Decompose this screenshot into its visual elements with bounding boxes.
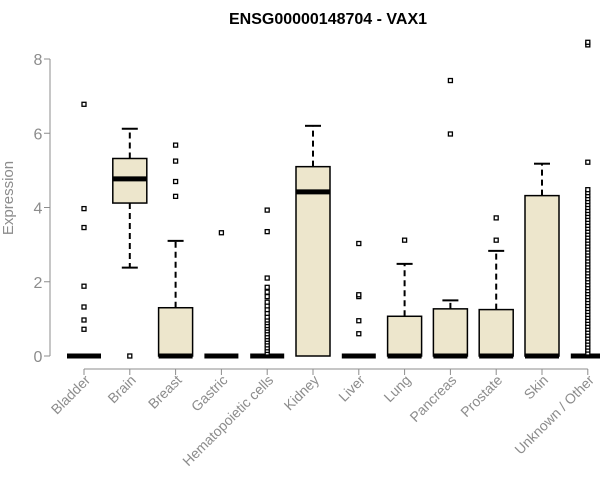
outlier-point — [172, 142, 179, 148]
outlier-point — [127, 353, 133, 359]
x-tick-label: Lung — [380, 372, 413, 405]
outlier-point — [264, 207, 270, 213]
outlier-point — [81, 205, 87, 212]
x-tick-label: Prostate — [457, 372, 505, 420]
outlier-point — [356, 318, 362, 324]
box-body — [386, 315, 423, 357]
box-body — [295, 165, 331, 357]
y-tick-label: 4 — [34, 201, 43, 218]
outlier-point — [447, 131, 454, 137]
outlier-point — [493, 237, 499, 243]
outlier-point — [264, 289, 270, 295]
outlier-point — [81, 283, 87, 289]
outlier-point — [81, 326, 87, 332]
x-tick-label: Kidney — [281, 372, 323, 414]
outlier-point — [81, 101, 87, 107]
x-tick-label: Liver — [335, 372, 368, 405]
outlier-point — [218, 230, 225, 236]
outlier-point — [401, 237, 408, 243]
x-tick-label: Breast — [145, 372, 185, 412]
outlier-point — [264, 299, 270, 305]
plot-area: 0 2 4 6 8 Bladder Brain Breast GastricHematopoie… — [34, 39, 600, 469]
y-tick-label: 0 — [34, 349, 43, 366]
y-axis-label: Expression — [0, 161, 17, 235]
x-tick-label: Brain — [104, 372, 138, 406]
outlier-point — [585, 187, 591, 193]
box-body — [157, 306, 194, 357]
x-tick-label: Unknown / Other — [511, 372, 597, 458]
outlier-point — [81, 224, 87, 231]
outlier-point — [585, 159, 591, 165]
outlier-point — [172, 178, 179, 185]
outlier-point — [447, 77, 454, 84]
x-tick-label: Bladder — [48, 372, 94, 418]
outlier-point — [81, 317, 87, 323]
chart-title: ENSG00000148704 - VAX1 — [229, 11, 427, 28]
y-tick-label: 6 — [34, 126, 43, 143]
outlier-point — [264, 293, 270, 300]
box-body — [432, 308, 469, 357]
outlier-point — [81, 304, 87, 310]
x-tick-label: Gastric — [188, 372, 231, 415]
outlier-point — [264, 275, 270, 281]
y-tick-label: 2 — [34, 275, 43, 292]
box-body — [524, 194, 560, 357]
x-tick-label: Hematopoietic cells — [179, 372, 276, 469]
x-tick-label: Skin — [521, 372, 552, 403]
outlier-point — [264, 284, 270, 290]
outlier-point — [356, 331, 362, 337]
outlier-point — [172, 158, 179, 164]
outlier-point — [172, 193, 179, 200]
x-tick-label: Pancreas — [406, 372, 459, 425]
y-tick-label: 8 — [34, 52, 43, 69]
outlier-point — [356, 240, 362, 247]
box-body — [478, 308, 514, 357]
outlier-point — [493, 215, 499, 221]
outlier-point — [264, 228, 270, 235]
outlier-point — [356, 292, 362, 298]
outlier-point — [585, 39, 591, 45]
